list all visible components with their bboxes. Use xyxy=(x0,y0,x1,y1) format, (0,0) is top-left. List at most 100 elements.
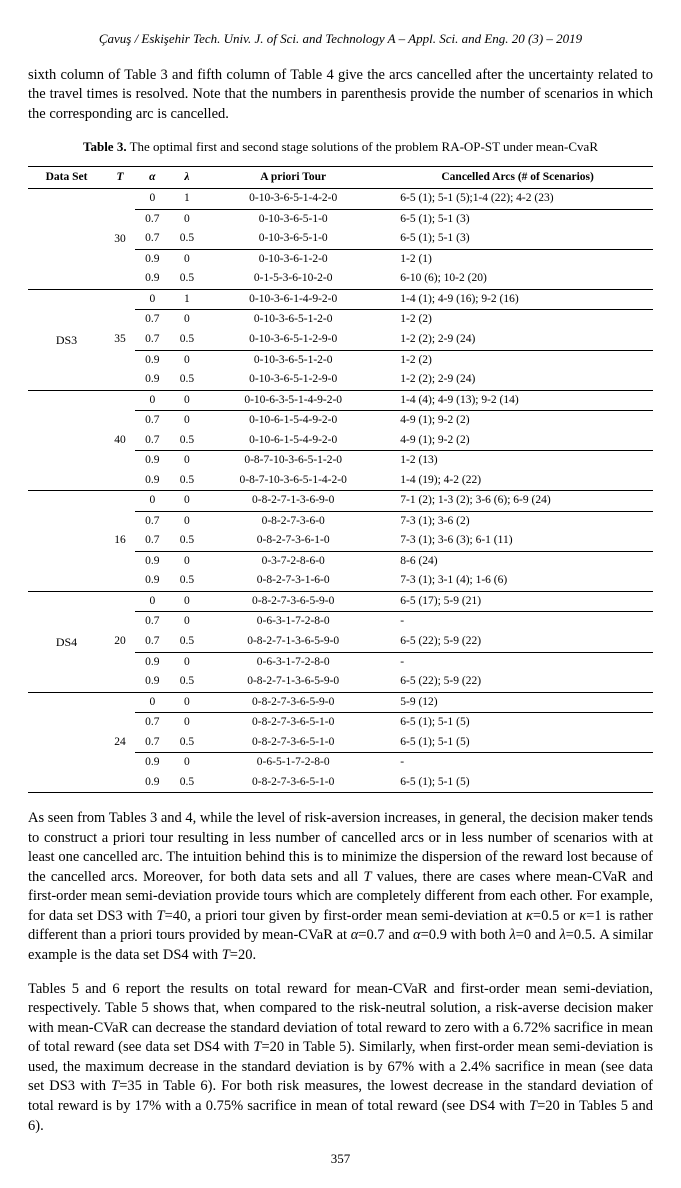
table-cell: 0.7 xyxy=(135,310,170,330)
table-row: 0.700-6-3-1-7-2-8-0- xyxy=(28,612,653,632)
table-cell xyxy=(28,431,105,451)
table-cell: 0-10-3-6-5-1-4-2-0 xyxy=(204,189,382,210)
table-cell: 0-10-6-1-5-4-9-2-0 xyxy=(204,431,382,451)
col-dataset: Data Set xyxy=(28,166,105,189)
table-cell: 1-4 (19); 4-2 (22) xyxy=(382,471,653,491)
table-cell: 0.7 xyxy=(135,733,170,753)
table-cell xyxy=(105,289,135,310)
table-cell xyxy=(105,612,135,632)
table-cell xyxy=(28,390,105,411)
table-cell: 0.5 xyxy=(170,229,205,249)
table-cell: 0-3-7-2-8-6-0 xyxy=(204,551,382,571)
table-cell xyxy=(105,713,135,733)
table-cell: 0.7 xyxy=(135,431,170,451)
table-cell: 0.9 xyxy=(135,269,170,289)
table-cell: 0-8-2-7-1-3-6-5-9-0 xyxy=(204,672,382,692)
table-cell: 0.7 xyxy=(135,209,170,229)
table-cell xyxy=(105,249,135,269)
table-cell: 0-10-3-6-5-1-0 xyxy=(204,209,382,229)
table-cell xyxy=(28,451,105,471)
table-cell xyxy=(105,652,135,672)
table-cell: 4-9 (1); 9-2 (2) xyxy=(382,431,653,451)
table-cell xyxy=(105,753,135,773)
table-cell: 5-9 (12) xyxy=(382,692,653,713)
table-cell xyxy=(28,692,105,713)
table-cell xyxy=(28,531,105,551)
table-row: 240.70.50-8-2-7-3-6-5-1-06-5 (1); 5-1 (5… xyxy=(28,733,653,753)
table-cell: 0-10-3-6-5-1-2-9-0 xyxy=(204,330,382,350)
table-row: DS4200.70.50-8-2-7-1-3-6-5-9-06-5 (22); … xyxy=(28,632,653,652)
table-cell: 0 xyxy=(170,591,205,612)
table-cell: 0-6-5-1-7-2-8-0 xyxy=(204,753,382,773)
table-cell xyxy=(105,511,135,531)
table-body: 010-10-3-6-5-1-4-2-06-5 (1); 5-1 (5);1-4… xyxy=(28,189,653,793)
table-cell: - xyxy=(382,753,653,773)
table-cell: 0 xyxy=(170,491,205,512)
table-row: 0.900-10-3-6-1-2-01-2 (1) xyxy=(28,249,653,269)
table-cell: 1-2 (2) xyxy=(382,310,653,330)
table-cell: - xyxy=(382,612,653,632)
col-tour: A priori Tour xyxy=(204,166,382,189)
table-cell xyxy=(28,370,105,390)
table-row: 000-8-2-7-3-6-5-9-05-9 (12) xyxy=(28,692,653,713)
table-cell xyxy=(28,713,105,733)
table-cell xyxy=(105,370,135,390)
table-cell: 0 xyxy=(170,451,205,471)
table-cell: 7-3 (1); 3-1 (4); 1-6 (6) xyxy=(382,571,653,591)
table-cell: 0-1-5-3-6-10-2-0 xyxy=(204,269,382,289)
table-cell: DS3 xyxy=(28,330,105,350)
table-cell xyxy=(105,471,135,491)
table-cell: 0-10-3-6-5-1-2-0 xyxy=(204,350,382,370)
table-cell: 1-2 (2); 2-9 (24) xyxy=(382,370,653,390)
table-row: 0.700-8-2-7-3-6-07-3 (1); 3-6 (2) xyxy=(28,511,653,531)
table-cell: 0 xyxy=(170,753,205,773)
table-cell xyxy=(28,551,105,571)
running-header: Çavuş / Eskişehir Tech. Univ. J. of Sci.… xyxy=(28,30,653,48)
table-row: 400.70.50-10-6-1-5-4-9-2-04-9 (1); 9-2 (… xyxy=(28,431,653,451)
table-cell: 0.9 xyxy=(135,451,170,471)
table-cell: 0-8-2-7-3-6-5-1-0 xyxy=(204,733,382,753)
table-cell: 0.9 xyxy=(135,571,170,591)
table-cell: 0-8-2-7-3-6-5-1-0 xyxy=(204,773,382,793)
table-cell xyxy=(105,269,135,289)
table-cell: 7-3 (1); 3-6 (3); 6-1 (11) xyxy=(382,531,653,551)
table-cell: 16 xyxy=(105,531,135,551)
table-row: 0.900-8-7-10-3-6-5-1-2-01-2 (13) xyxy=(28,451,653,471)
table-cell xyxy=(28,471,105,491)
table-row: 0.700-10-6-1-5-4-9-2-04-9 (1); 9-2 (2) xyxy=(28,411,653,431)
table-row: 0.900-6-3-1-7-2-8-0- xyxy=(28,652,653,672)
table-cell xyxy=(105,209,135,229)
table-cell: 0-10-3-6-1-2-0 xyxy=(204,249,382,269)
table-cell xyxy=(105,551,135,571)
table-cell: 1-2 (2); 2-9 (24) xyxy=(382,330,653,350)
table-cell: 0.7 xyxy=(135,229,170,249)
paragraph-analysis-2: Tables 5 and 6 report the results on tot… xyxy=(28,980,653,1137)
table-cell xyxy=(28,753,105,773)
table-cell: 6-5 (1); 5-1 (5);1-4 (22); 4-2 (23) xyxy=(382,189,653,210)
table-cell: 0.9 xyxy=(135,773,170,793)
table-cell xyxy=(28,733,105,753)
table-cell: 6-5 (17); 5-9 (21) xyxy=(382,591,653,612)
page-number: 357 xyxy=(28,1150,653,1168)
table-cell: 0-8-2-7-3-6-1-0 xyxy=(204,531,382,551)
table-cell xyxy=(28,209,105,229)
table-cell: 0.5 xyxy=(170,571,205,591)
table-cell: 0.5 xyxy=(170,632,205,652)
table-cell: 6-5 (1); 5-1 (5) xyxy=(382,733,653,753)
table-cell xyxy=(28,612,105,632)
table-cell: 7-3 (1); 3-6 (2) xyxy=(382,511,653,531)
table-cell: 1-2 (1) xyxy=(382,249,653,269)
table-cell xyxy=(105,310,135,330)
table-row: DS3350.70.50-10-3-6-5-1-2-9-01-2 (2); 2-… xyxy=(28,330,653,350)
table-cell: 0.5 xyxy=(170,471,205,491)
table-row: 0.90.50-1-5-3-6-10-2-06-10 (6); 10-2 (20… xyxy=(28,269,653,289)
table-cell: 0.5 xyxy=(170,672,205,692)
table-cell: 0.9 xyxy=(135,652,170,672)
table-cell: 0.7 xyxy=(135,511,170,531)
table-cell xyxy=(28,591,105,612)
table-cell: 0-10-6-1-5-4-9-2-0 xyxy=(204,411,382,431)
table-caption-text: The optimal first and second stage solut… xyxy=(127,139,598,154)
table-cell xyxy=(28,249,105,269)
table-row: 000-10-6-3-5-1-4-9-2-01-4 (4); 4-9 (13);… xyxy=(28,390,653,411)
table-cell: 0.5 xyxy=(170,330,205,350)
